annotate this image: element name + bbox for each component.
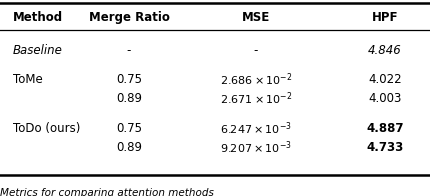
Text: ToMe: ToMe (13, 73, 43, 86)
Text: $9.207 \times 10^{-3}$: $9.207 \times 10^{-3}$ (220, 140, 292, 156)
Text: Merge Ratio: Merge Ratio (89, 11, 169, 24)
Text: 0.89: 0.89 (116, 142, 142, 154)
Text: 0.75: 0.75 (116, 122, 142, 135)
Text: -: - (127, 44, 131, 57)
Text: MSE: MSE (242, 11, 270, 24)
Text: $2.686 \times 10^{-2}$: $2.686 \times 10^{-2}$ (220, 71, 292, 88)
Text: $2.671 \times 10^{-2}$: $2.671 \times 10^{-2}$ (220, 91, 292, 107)
Text: Baseline: Baseline (13, 44, 63, 57)
Text: -: - (254, 44, 258, 57)
Text: ToDo (ours): ToDo (ours) (13, 122, 80, 135)
Text: Method: Method (13, 11, 63, 24)
Text: $6.247 \times 10^{-3}$: $6.247 \times 10^{-3}$ (220, 120, 292, 137)
Text: 4.887: 4.887 (366, 122, 404, 135)
Text: 4.022: 4.022 (368, 73, 402, 86)
Text: 4.733: 4.733 (366, 142, 403, 154)
Text: HPF: HPF (372, 11, 398, 24)
Text: 0.75: 0.75 (116, 73, 142, 86)
Text: 4.846: 4.846 (368, 44, 402, 57)
Text: 0.89: 0.89 (116, 93, 142, 105)
Text: Metrics for comparing attention methods: Metrics for comparing attention methods (0, 188, 214, 196)
Text: 4.003: 4.003 (368, 93, 402, 105)
